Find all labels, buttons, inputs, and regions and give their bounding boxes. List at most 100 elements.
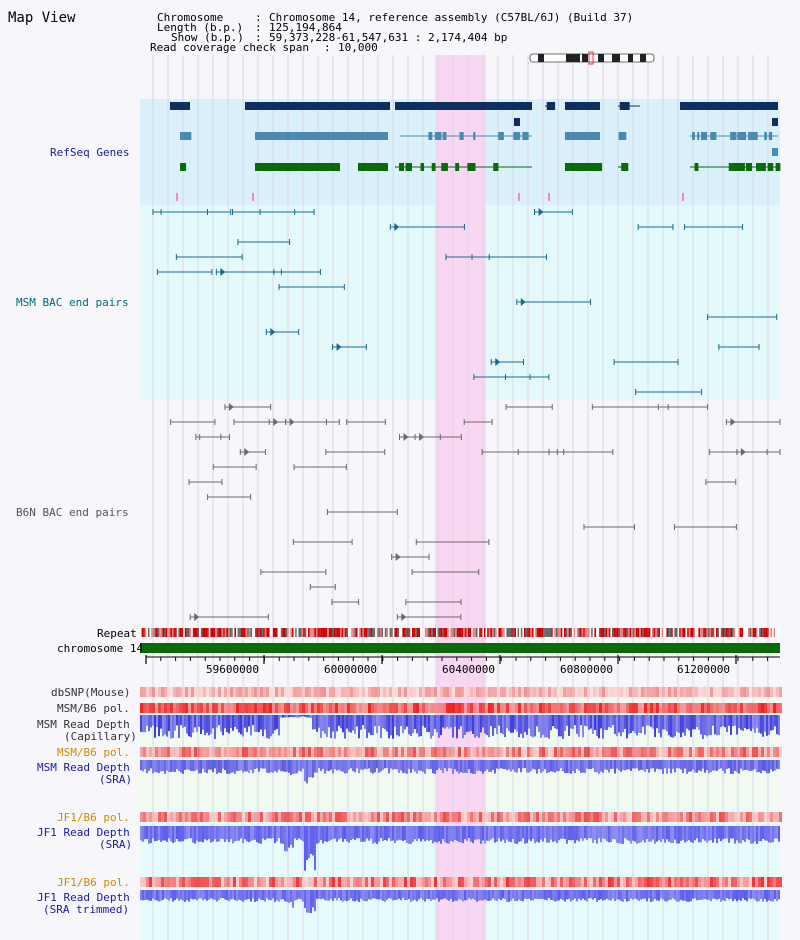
track-label-dbsnp[interactable]: dbSNP(Mouse) [51, 686, 131, 699]
track-label-jf1-trim[interactable]: JF1 Read Depth [37, 891, 130, 904]
msm-pol-cell [461, 703, 464, 713]
jf1-depth-bar [456, 826, 458, 841]
dbsnp-cell [302, 687, 305, 697]
msm-sra-depth-bar [724, 760, 726, 774]
repeat-cell [711, 628, 713, 637]
jf1-pol-cell [164, 812, 167, 822]
jf1-pol-cell [680, 812, 683, 822]
msm-sra-depth-bar [590, 760, 592, 770]
jf1-pol-cell [398, 812, 401, 822]
msm-cap-depth-bar [456, 715, 458, 739]
jf1-pol-cell [209, 877, 212, 887]
track-label-msm-bac[interactable]: MSM BAC end pairs [16, 296, 129, 309]
msm-pol-cell [644, 747, 647, 757]
dbsnp-cell [386, 687, 389, 697]
msm-pol-cell [308, 747, 311, 757]
jf1-depth-bar [376, 826, 378, 844]
track-label-msm-pol-2[interactable]: MSM/B6 pol. [57, 746, 130, 759]
repeat-cell [333, 628, 336, 637]
gene-exon [619, 102, 627, 110]
msm-sra-depth-bar [574, 760, 576, 774]
jf1-trim-depth-bar [678, 890, 680, 902]
dbsnp-cell [545, 687, 548, 697]
jf1-depth-bar [426, 826, 428, 841]
msm-sra-depth-bar [762, 760, 764, 771]
msm-sra-depth-bar [492, 760, 494, 770]
jf1-depth-bar [218, 826, 220, 842]
jf1-pol-cell [548, 812, 551, 822]
jf1-trim-depth-bar [464, 890, 466, 901]
axis-tick-label: 60000000 [324, 663, 377, 676]
msm-pol-cell [191, 703, 194, 713]
jf1-pol-cell [677, 877, 680, 887]
msm-cap-depth-bar [684, 715, 686, 736]
dbsnp-cell [737, 687, 740, 697]
msm-pol-cell [389, 703, 392, 713]
jf1-trim-depth-bar [152, 890, 154, 899]
dbsnp-cell [605, 687, 608, 697]
repeat-cell [264, 628, 267, 637]
jf1-pol-cell [437, 877, 440, 887]
jf1-pol-cell [188, 877, 191, 887]
msm-sra-depth-bar [342, 760, 344, 772]
msm-sra-depth-bar [370, 760, 372, 773]
track-label-jf1-pol-1[interactable]: JF1/B6 pol. [57, 811, 130, 824]
msm-pol-cell [647, 703, 650, 713]
jf1-depth-bar [316, 826, 318, 844]
jf1-pol-cell [200, 877, 203, 887]
msm-pol-cell [203, 703, 206, 713]
msm-sra-depth-bar [270, 760, 272, 773]
msm-sra-depth-bar [336, 760, 338, 771]
repeat-cell [760, 628, 763, 637]
repeat-cell [388, 628, 390, 637]
msm-cap-depth-bar [520, 715, 522, 734]
msm-sra-depth-bar [180, 760, 182, 773]
msm-sra-depth-bar [304, 760, 306, 782]
msm-cap-depth-bar [386, 715, 388, 732]
track-label-jf1-pol-2[interactable]: JF1/B6 pol. [57, 876, 130, 889]
jf1-pol-cell [590, 812, 593, 822]
msm-pol-cell [698, 703, 701, 713]
repeat-cell [714, 628, 716, 637]
track-label-repeat[interactable]: Repeat [97, 627, 137, 640]
jf1-pol-cell [623, 877, 626, 887]
track-label-msm-pol-1[interactable]: MSM/B6 pol. [57, 702, 130, 715]
track-label-chromosome[interactable]: chromosome 14 [57, 642, 144, 655]
msm-pol-cell [317, 703, 320, 713]
jf1-trim-depth-bar [322, 890, 324, 899]
msm-pol-cell [494, 703, 497, 713]
msm-sra-depth-bar [610, 760, 612, 770]
msm-cap-depth-bar [642, 715, 644, 727]
track-label-refseq[interactable]: RefSeq Genes [50, 146, 130, 159]
dbsnp-cell [461, 687, 464, 697]
msm-pol-cell [725, 703, 728, 713]
track-label-b6n-bac[interactable]: B6N BAC end pairs [16, 506, 129, 519]
repeat-cell [586, 628, 588, 637]
msm-pol-cell [356, 703, 359, 713]
track-label-jf1-depth[interactable]: JF1 Read Depth [37, 826, 130, 839]
jf1-trim-depth-bar [604, 890, 606, 900]
jf1-depth-bar [188, 826, 190, 839]
msm-pol-cell [299, 703, 302, 713]
jf1-pol-cell [575, 877, 578, 887]
track-label-msm-depth-sra[interactable]: MSM Read Depth [37, 761, 130, 774]
dbsnp-cell [290, 687, 293, 697]
jf1-pol-cell [191, 812, 194, 822]
msm-cap-depth-bar [588, 715, 590, 730]
msm-sra-depth-bar [654, 760, 656, 772]
jf1-trim-depth-bar [696, 890, 698, 901]
jf1-pol-cell [473, 877, 476, 887]
jf1-trim-depth-bar [508, 890, 510, 902]
jf1-pol-cell [185, 812, 188, 822]
jf1-trim-depth-bar [546, 890, 548, 901]
msm-cap-depth-bar [162, 715, 164, 737]
jf1-trim-depth-bar [662, 890, 664, 900]
msm-sra-depth-bar [560, 760, 562, 769]
track-label-msm-depth-cap[interactable]: MSM Read Depth [37, 718, 130, 731]
jf1-depth-bar [198, 826, 200, 842]
msm-cap-depth-bar [146, 715, 148, 726]
msm-pol-cell [701, 747, 704, 757]
jf1-pol-cell [248, 812, 251, 822]
jf1-trim-depth-bar [496, 890, 498, 901]
